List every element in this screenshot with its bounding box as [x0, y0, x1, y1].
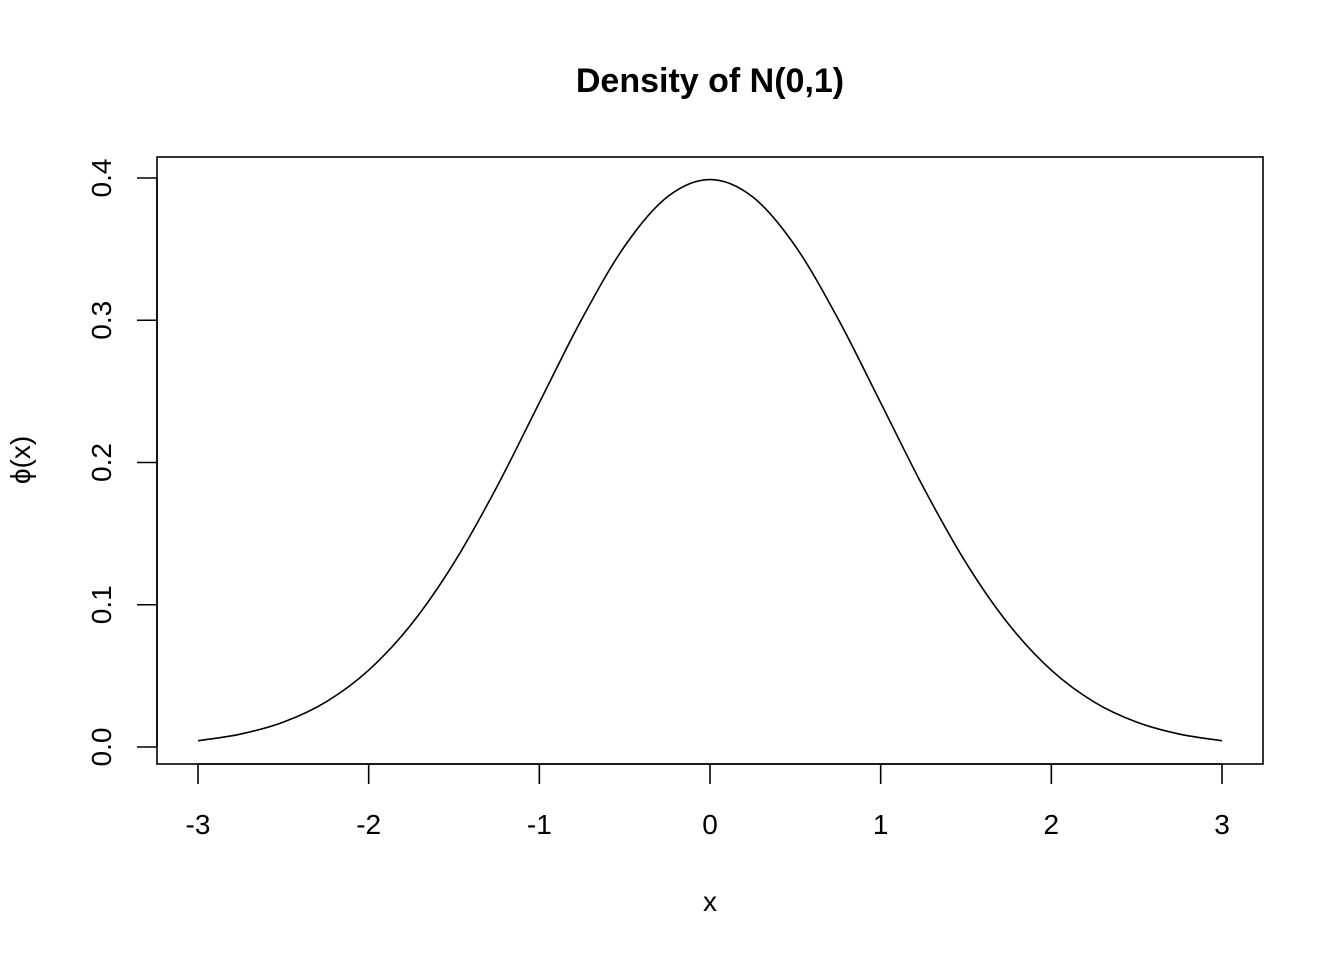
y-axis-ticks: 0.0 0.1 0.2 0.3 0.4 — [86, 159, 157, 767]
x-axis-label: x — [703, 886, 717, 917]
x-tick-label: 0 — [702, 809, 718, 840]
y-tick-label: 0.1 — [86, 585, 117, 624]
y-tick-label: 0.3 — [86, 301, 117, 340]
x-tick-label: 1 — [873, 809, 889, 840]
density-curve — [197, 178, 1223, 742]
x-tick-label: -1 — [527, 809, 552, 840]
y-tick-label: 0.4 — [86, 159, 117, 198]
x-tick-label: -3 — [186, 809, 211, 840]
x-tick-label: 2 — [1044, 809, 1060, 840]
y-axis-label: ϕ(x) — [5, 436, 36, 484]
y-tick-label: 0.2 — [86, 443, 117, 482]
y-tick-label: 0.0 — [86, 728, 117, 767]
x-axis-ticks: -3 -2 -1 0 1 2 3 — [186, 764, 1230, 840]
x-tick-label: 3 — [1214, 809, 1230, 840]
plot-frame — [156, 156, 1264, 765]
x-tick-label: -2 — [356, 809, 381, 840]
chart-title: Density of N(0,1) — [576, 62, 844, 100]
